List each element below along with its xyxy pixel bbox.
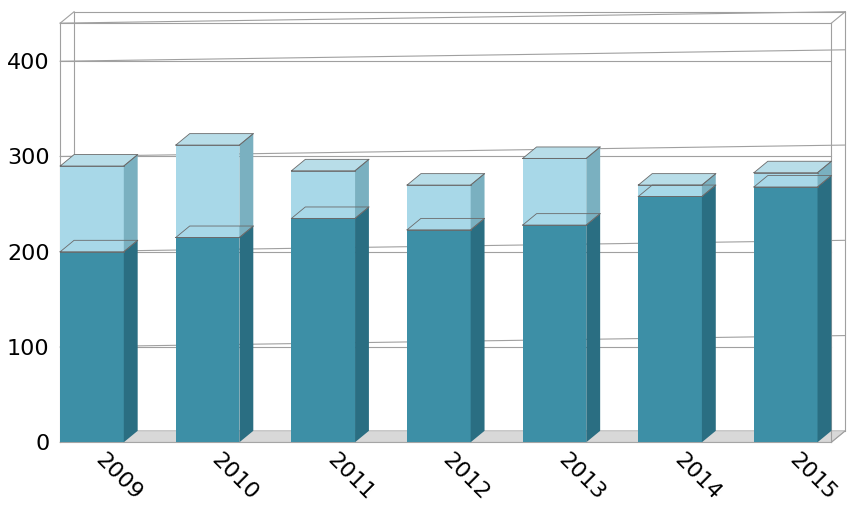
Polygon shape [523, 214, 600, 225]
Polygon shape [702, 185, 716, 442]
Polygon shape [754, 176, 831, 187]
Polygon shape [292, 171, 355, 218]
Polygon shape [754, 161, 831, 173]
Polygon shape [638, 174, 716, 185]
Polygon shape [638, 197, 702, 442]
Polygon shape [60, 240, 137, 252]
Polygon shape [60, 252, 124, 442]
Polygon shape [176, 226, 253, 238]
Polygon shape [471, 174, 485, 230]
Polygon shape [292, 159, 369, 171]
Polygon shape [60, 155, 137, 166]
Polygon shape [239, 134, 253, 238]
Polygon shape [60, 166, 124, 252]
Polygon shape [176, 145, 239, 238]
Polygon shape [523, 158, 586, 225]
Polygon shape [586, 147, 600, 225]
Polygon shape [407, 174, 485, 185]
Polygon shape [407, 230, 471, 442]
Polygon shape [292, 218, 355, 442]
Polygon shape [638, 185, 716, 197]
Polygon shape [586, 214, 600, 442]
Polygon shape [818, 161, 831, 187]
Polygon shape [754, 187, 818, 442]
Polygon shape [523, 147, 600, 158]
Polygon shape [239, 226, 253, 442]
Polygon shape [124, 155, 137, 252]
Polygon shape [818, 176, 831, 442]
Polygon shape [176, 134, 253, 145]
Polygon shape [292, 207, 369, 218]
Polygon shape [407, 218, 485, 230]
Polygon shape [523, 225, 586, 442]
Polygon shape [355, 207, 369, 442]
Polygon shape [754, 173, 818, 187]
Polygon shape [124, 240, 137, 442]
Polygon shape [702, 174, 716, 197]
Polygon shape [355, 159, 369, 218]
Polygon shape [471, 218, 485, 442]
Polygon shape [638, 185, 702, 197]
Polygon shape [407, 185, 471, 230]
Polygon shape [176, 238, 239, 442]
Polygon shape [60, 431, 845, 442]
